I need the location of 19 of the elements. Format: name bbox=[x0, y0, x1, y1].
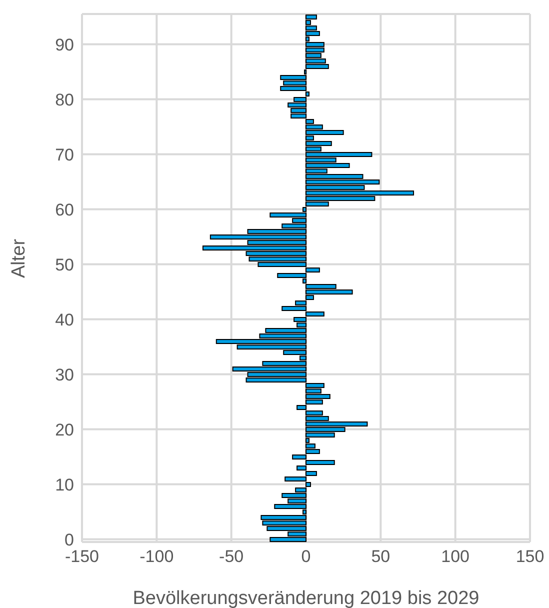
x-tick-label: -150 bbox=[64, 547, 100, 566]
x-tick-label: 50 bbox=[371, 547, 390, 566]
y-tick-label: 50 bbox=[55, 255, 74, 274]
x-tick-label: 100 bbox=[441, 547, 470, 566]
x-tick-label: 0 bbox=[301, 547, 311, 566]
y-tick-label: 0 bbox=[64, 530, 74, 550]
x-tick-label: 150 bbox=[516, 547, 544, 566]
y-tick-label: 10 bbox=[55, 475, 74, 494]
y-tick-label: 60 bbox=[55, 200, 74, 220]
y-tick-label: 20 bbox=[55, 420, 74, 440]
x-axis-title: Bevölkerungsveränderung 2019 bis 2029 bbox=[132, 588, 480, 608]
y-tick-label: 70 bbox=[55, 145, 74, 164]
y-axis-title: Alter bbox=[8, 238, 30, 278]
x-tick-label: -100 bbox=[140, 547, 174, 566]
y-tick-label: 90 bbox=[55, 35, 74, 54]
y-tick-label: 80 bbox=[55, 90, 74, 110]
x-tick-label: -50 bbox=[219, 547, 244, 566]
y-tick-label: 30 bbox=[55, 365, 74, 384]
y-tick-label: 40 bbox=[55, 310, 74, 330]
